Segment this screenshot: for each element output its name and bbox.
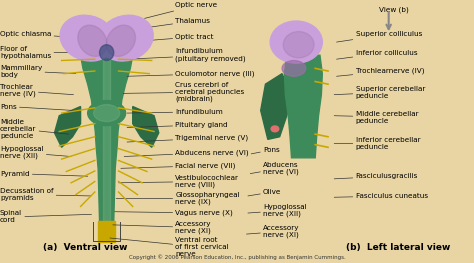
Ellipse shape xyxy=(100,45,114,60)
Polygon shape xyxy=(133,107,159,147)
Ellipse shape xyxy=(94,105,119,122)
Text: Thalamus: Thalamus xyxy=(137,18,210,29)
Text: View (b): View (b) xyxy=(379,7,409,13)
Text: Decussation of
pyramids: Decussation of pyramids xyxy=(0,188,91,201)
Ellipse shape xyxy=(98,15,153,61)
Text: Trigeminal nerve (V): Trigeminal nerve (V) xyxy=(127,135,248,142)
Text: Inferior cerebellar
peduncle: Inferior cerebellar peduncle xyxy=(334,137,420,150)
Text: Facial nerve (VII): Facial nerve (VII) xyxy=(121,163,236,169)
Text: Pituitary gland: Pituitary gland xyxy=(127,122,228,128)
Text: Middle
cerebellar
peduncle: Middle cerebellar peduncle xyxy=(0,119,69,139)
Text: Oculomotor nerve (III): Oculomotor nerve (III) xyxy=(127,70,255,77)
Text: Superior colliculus: Superior colliculus xyxy=(337,31,422,42)
Text: Infundibulum: Infundibulum xyxy=(127,109,223,115)
Text: Crus cerebri of
cerebral peduncles
(midbrain): Crus cerebri of cerebral peduncles (midb… xyxy=(123,82,245,102)
Text: Hypoglossal
nerve (XII): Hypoglossal nerve (XII) xyxy=(0,146,71,159)
Text: Trochlearnerve (IV): Trochlearnerve (IV) xyxy=(337,68,424,76)
Ellipse shape xyxy=(283,32,314,58)
Text: Copyright © 2006 Pearson Education, Inc., publishing as Benjamin Cummings.: Copyright © 2006 Pearson Education, Inc.… xyxy=(128,254,346,260)
Text: Abducens
nerve (VI): Abducens nerve (VI) xyxy=(250,161,299,175)
Polygon shape xyxy=(103,42,110,221)
Text: Optic nerve: Optic nerve xyxy=(145,2,218,18)
Text: Abducens nerve (VI): Abducens nerve (VI) xyxy=(124,149,249,156)
Ellipse shape xyxy=(88,100,126,126)
Text: Accessory
nerve (XI): Accessory nerve (XI) xyxy=(246,225,300,238)
Text: Olive: Olive xyxy=(248,189,282,196)
Text: Middle cerebellar
peduncle: Middle cerebellar peduncle xyxy=(334,110,418,124)
Text: Fasciculus cuneatus: Fasciculus cuneatus xyxy=(334,193,428,199)
Text: Optic tract: Optic tract xyxy=(128,34,214,42)
Text: Pyramid: Pyramid xyxy=(0,171,88,176)
Ellipse shape xyxy=(282,60,306,76)
Polygon shape xyxy=(55,107,81,147)
Polygon shape xyxy=(98,221,115,242)
Text: Hypoglossal
nerve (XII): Hypoglossal nerve (XII) xyxy=(248,204,307,217)
Text: Optic chiasma: Optic chiasma xyxy=(0,31,88,38)
Text: Trochlear
nerve (IV): Trochlear nerve (IV) xyxy=(0,84,73,98)
Text: Mammillary
body: Mammillary body xyxy=(0,64,76,78)
Text: Infundibulum
(pituitary removed): Infundibulum (pituitary removed) xyxy=(127,48,246,62)
Text: (b)  Left lateral view: (b) Left lateral view xyxy=(346,244,450,252)
Text: Vagus nerve (X): Vagus nerve (X) xyxy=(115,210,233,216)
Text: Superior cerebellar
peduncle: Superior cerebellar peduncle xyxy=(334,85,425,99)
Ellipse shape xyxy=(60,15,115,61)
Text: Pons: Pons xyxy=(0,104,73,110)
Text: Inferior colliculus: Inferior colliculus xyxy=(337,50,417,59)
Ellipse shape xyxy=(78,25,107,57)
Polygon shape xyxy=(284,55,322,158)
Text: Vestibulocochlear
nerve (VIII): Vestibulocochlear nerve (VIII) xyxy=(118,175,239,188)
Text: (a)  Ventral view: (a) Ventral view xyxy=(43,244,127,252)
Text: Glossopharyngeal
nerve (IX): Glossopharyngeal nerve (IX) xyxy=(116,192,240,205)
Polygon shape xyxy=(261,74,292,139)
Ellipse shape xyxy=(271,126,279,132)
Text: Accessory
nerve (XI): Accessory nerve (XI) xyxy=(113,221,212,234)
Polygon shape xyxy=(81,42,133,221)
Ellipse shape xyxy=(106,25,136,57)
Ellipse shape xyxy=(270,21,322,63)
Text: Pons: Pons xyxy=(251,147,280,154)
Text: Floor of
hypothalamus: Floor of hypothalamus xyxy=(0,46,83,59)
Text: Ventral root
of first cervical
nerve: Ventral root of first cervical nerve xyxy=(110,237,229,257)
Text: Spinal
cord: Spinal cord xyxy=(0,210,91,224)
Text: Fasciculusgracilis: Fasciculusgracilis xyxy=(334,173,418,179)
